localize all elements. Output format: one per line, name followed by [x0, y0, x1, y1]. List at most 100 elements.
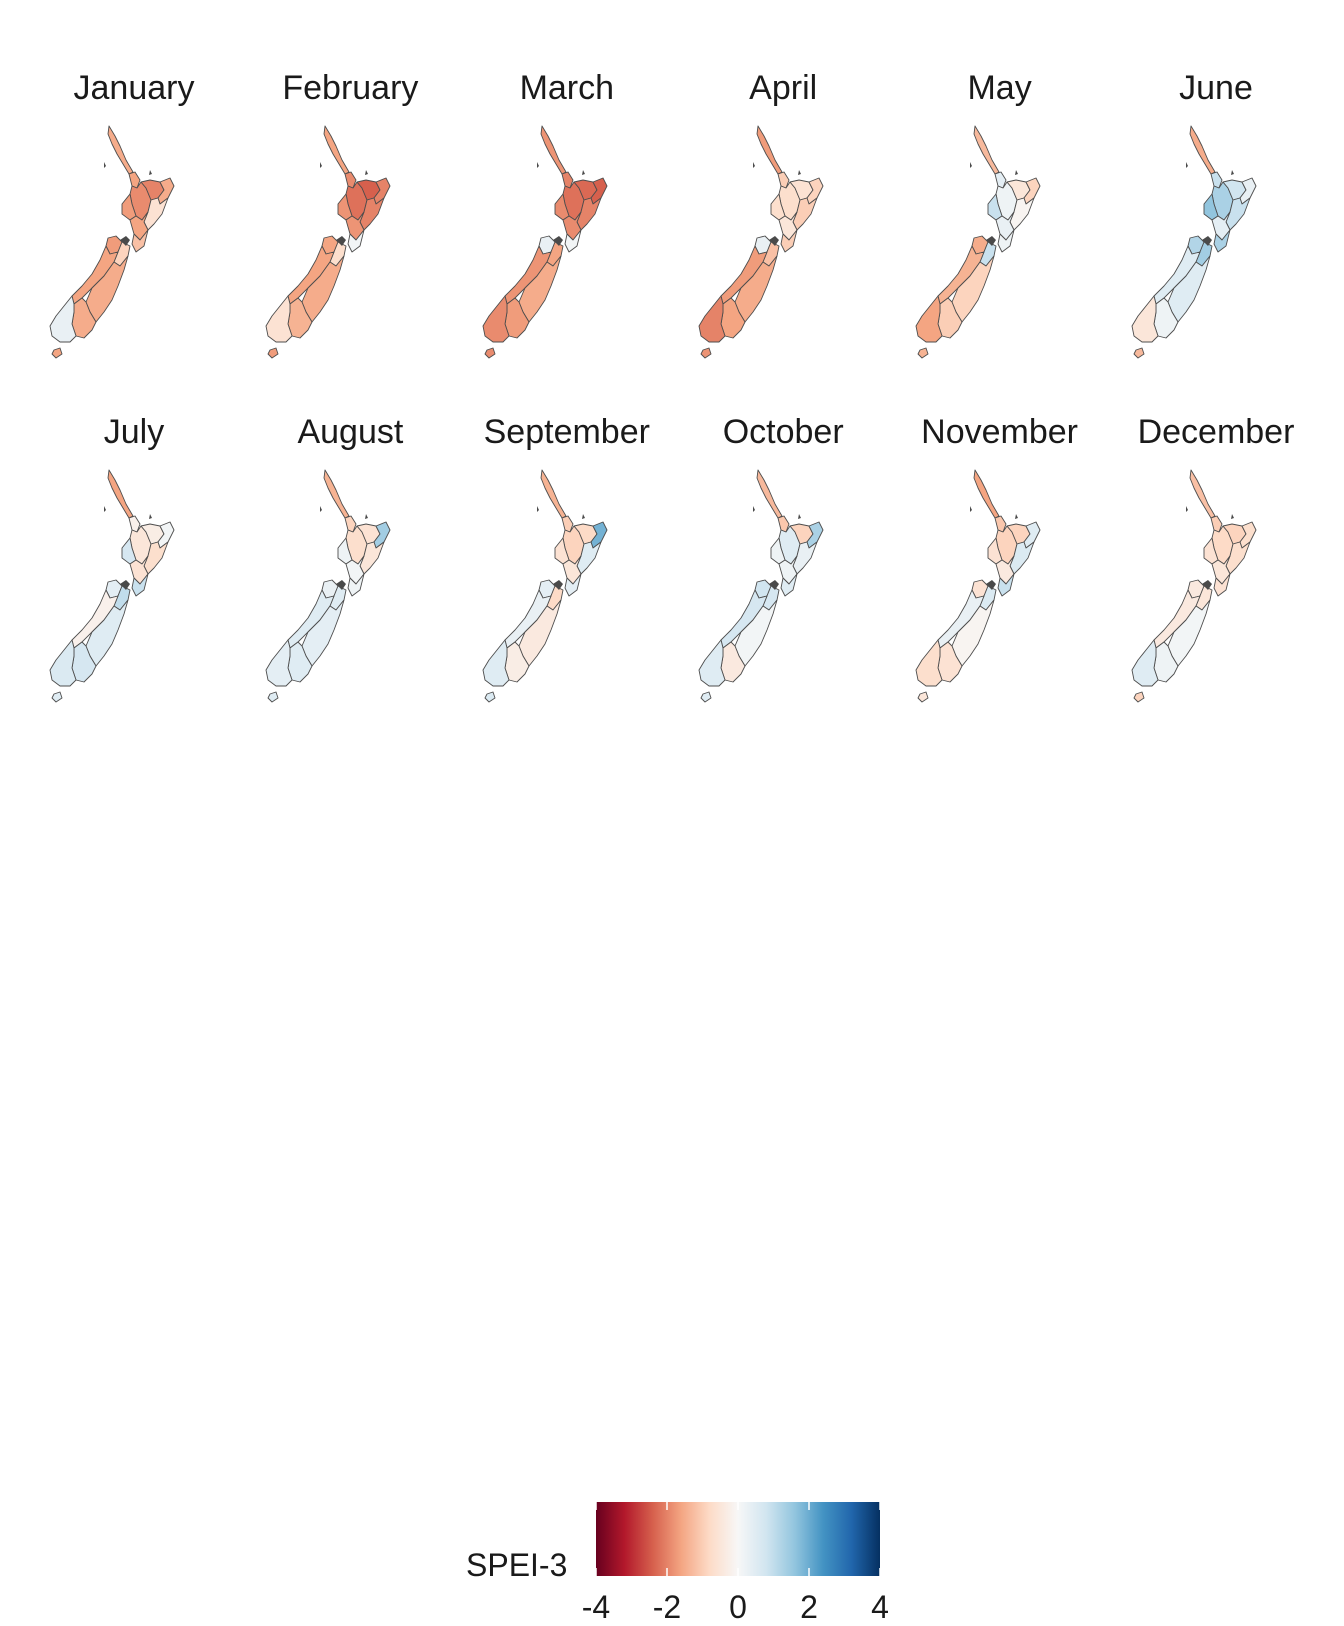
map-panel-november: November	[892, 344, 1108, 703]
panel-title: November	[921, 413, 1079, 451]
region-wellington	[780, 573, 798, 597]
region-canterbury	[85, 599, 129, 667]
island-feature	[985, 580, 996, 590]
nz-region-map	[698, 125, 824, 359]
island-feature	[149, 170, 152, 175]
map-panel-july: July	[26, 344, 242, 703]
region-canterbury	[1167, 255, 1211, 323]
panel-title: May	[967, 69, 1032, 107]
region-stewart-island	[1133, 347, 1145, 359]
region-southland	[482, 639, 510, 687]
region-stewart-island	[700, 347, 712, 359]
region-stewart-island	[51, 691, 63, 703]
region-auckland	[561, 515, 574, 533]
map-panel-february: February	[242, 0, 458, 359]
island-feature	[798, 514, 802, 519]
region-wellington	[564, 229, 582, 253]
region-northland	[540, 125, 567, 175]
region-southland	[698, 639, 726, 687]
region-auckland	[561, 171, 574, 189]
nz-region-map	[915, 125, 1041, 359]
panel-title: April	[749, 69, 818, 107]
region-auckland	[777, 515, 790, 533]
legend-tick-label: 0	[729, 1589, 747, 1625]
region-southland	[1131, 639, 1159, 687]
nz-region-map	[1131, 125, 1257, 359]
region-hawkes-bay	[1009, 541, 1035, 575]
legend-tick-label: 4	[871, 1589, 889, 1625]
map-panel-april: April	[675, 0, 891, 359]
region-auckland	[994, 515, 1007, 533]
region-southland	[49, 295, 77, 343]
region-northland	[323, 125, 350, 175]
region-southland	[915, 295, 943, 343]
island-feature	[798, 170, 802, 175]
region-wellington	[1213, 229, 1231, 253]
map-panel-may: May	[892, 0, 1108, 359]
island-feature	[581, 514, 585, 519]
region-southland	[915, 639, 943, 687]
map-panel-june: June	[1108, 0, 1324, 359]
region-stewart-island	[1133, 691, 1145, 703]
region-northland	[107, 469, 134, 519]
island-feature	[985, 236, 996, 246]
region-stewart-island	[267, 347, 279, 359]
map-panel-october: October	[675, 344, 891, 703]
region-northland	[973, 469, 1000, 519]
map-panel-march: March	[459, 0, 675, 359]
map-panel-september: September	[459, 344, 675, 703]
island-feature	[1202, 236, 1212, 246]
region-canterbury	[301, 255, 345, 323]
region-canterbury	[951, 255, 995, 323]
nz-region-map	[265, 469, 391, 703]
map-panel-january: January	[26, 0, 242, 359]
panel-title: January	[73, 69, 195, 107]
island-feature	[120, 236, 130, 246]
region-wellington	[997, 573, 1015, 597]
region-wellington	[131, 229, 149, 253]
region-wellington	[131, 573, 149, 597]
legend-tick-label: -4	[581, 1589, 611, 1625]
nz-region-map	[698, 469, 824, 703]
island-feature	[969, 506, 972, 512]
island-feature	[753, 162, 756, 168]
region-northland	[973, 125, 1000, 175]
region-hawkes-bay	[1009, 197, 1035, 231]
region-hawkes-bay	[1225, 541, 1251, 575]
panel-title: February	[282, 69, 419, 107]
region-canterbury	[518, 599, 562, 667]
region-auckland	[994, 171, 1007, 189]
region-northland	[1189, 469, 1216, 519]
island-feature	[1014, 170, 1018, 175]
region-hawkes-bay	[143, 541, 169, 575]
region-northland	[756, 469, 783, 519]
region-auckland	[344, 515, 357, 533]
region-auckland	[1210, 171, 1223, 189]
island-feature	[365, 514, 369, 519]
legend-title: SPEI-3	[466, 1547, 568, 1583]
nz-region-map	[482, 469, 608, 703]
region-auckland	[128, 515, 141, 533]
region-hawkes-bay	[359, 197, 385, 231]
region-southland	[265, 639, 293, 687]
island-feature	[104, 162, 106, 168]
color-legend: SPEI-3 -4 -2 0 2 4	[0, 740, 1344, 1625]
island-feature	[581, 170, 585, 175]
region-northland	[540, 469, 567, 519]
island-feature	[1186, 162, 1188, 168]
island-feature	[1231, 170, 1234, 175]
region-hawkes-bay	[359, 541, 385, 575]
island-feature	[769, 236, 780, 246]
map-panel-august: August	[242, 344, 458, 703]
island-feature	[320, 162, 323, 168]
island-feature	[536, 506, 539, 512]
panel-title: October	[722, 413, 844, 451]
region-canterbury	[301, 599, 345, 667]
nz-region-map	[482, 125, 608, 359]
region-wellington	[780, 229, 798, 253]
island-feature	[336, 580, 347, 590]
region-stewart-island	[267, 691, 279, 703]
map-panel-december: December	[1108, 344, 1324, 703]
panel-title: September	[483, 413, 650, 451]
region-northland	[1189, 125, 1216, 175]
